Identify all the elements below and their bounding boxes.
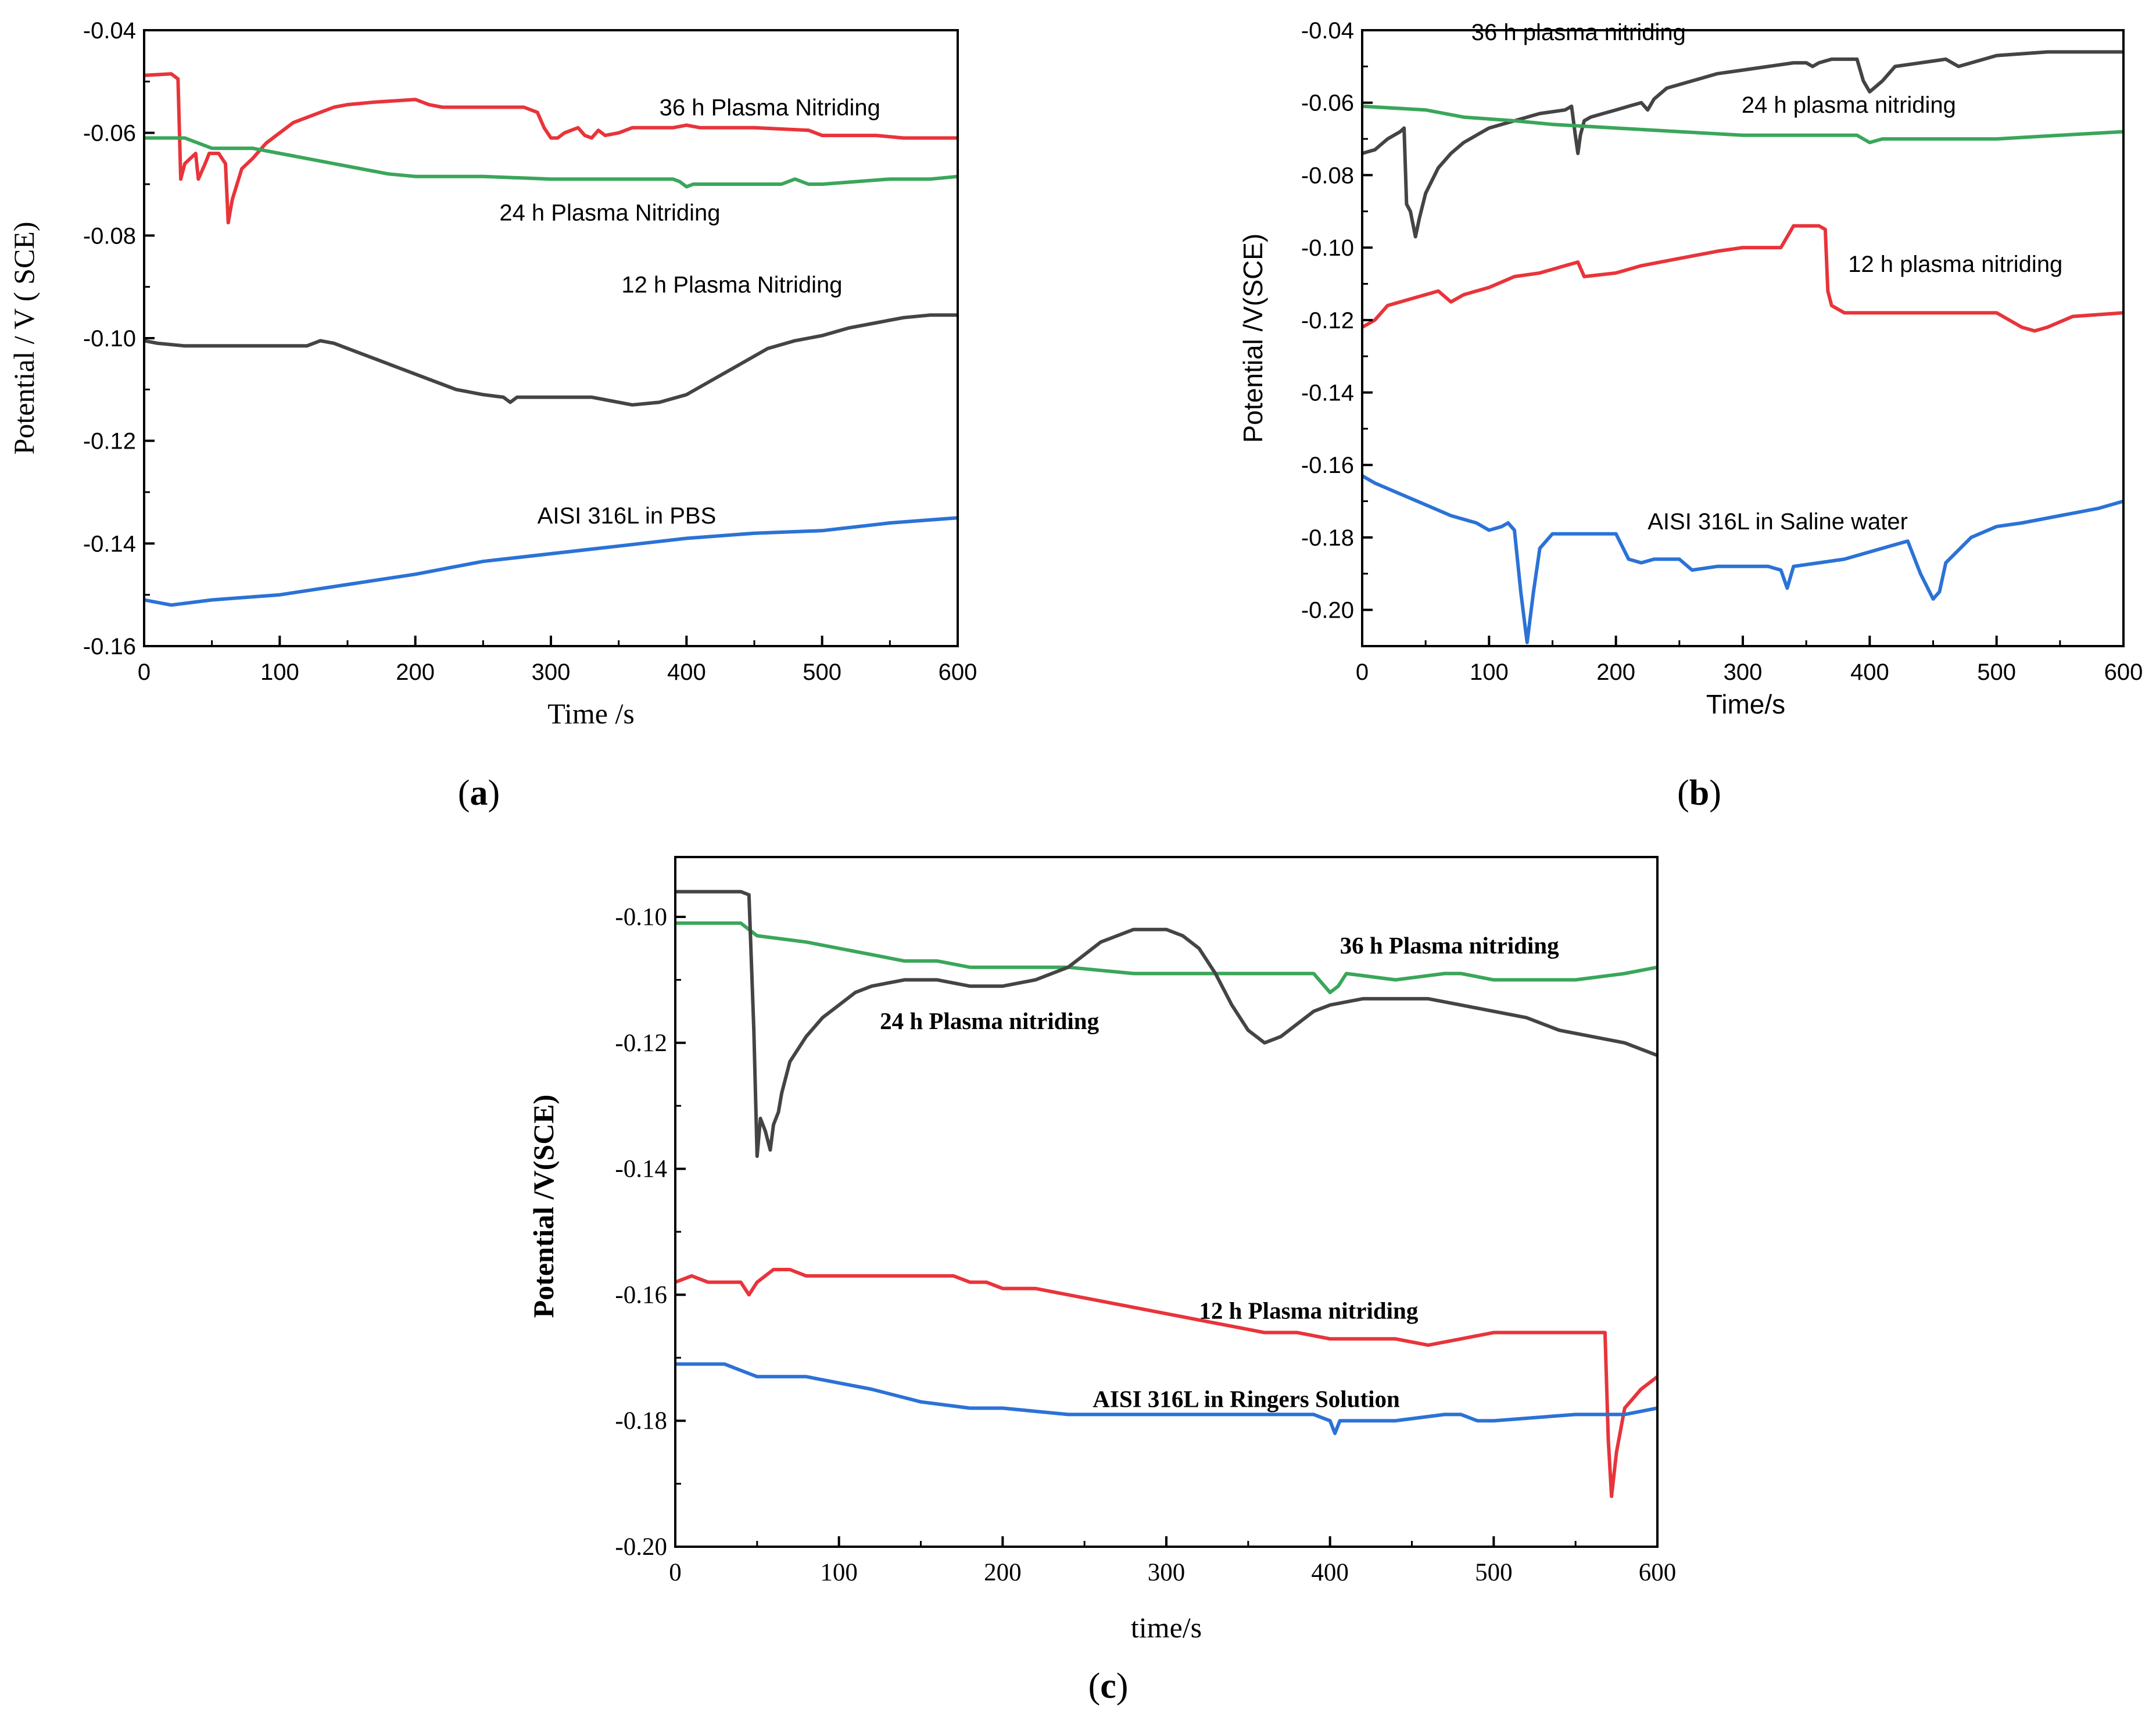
x-tick-label: 400 bbox=[1850, 659, 1889, 685]
y-tick-label: -0.04 bbox=[1301, 18, 1354, 44]
x-axis-title: Time/s bbox=[1706, 689, 1785, 719]
y-tick-label: -0.12 bbox=[1301, 308, 1354, 334]
x-tick-label: 300 bbox=[1148, 1559, 1186, 1586]
y-tick-label: -0.10 bbox=[1301, 235, 1354, 261]
x-tick-label: 600 bbox=[939, 659, 977, 685]
y-tick-label: -0.12 bbox=[615, 1030, 667, 1057]
panel-label-c: (c) bbox=[1088, 1666, 1129, 1706]
y-tick-label: -0.16 bbox=[1301, 453, 1354, 478]
plot-frame bbox=[674, 856, 1659, 1548]
x-tick-label: 400 bbox=[1311, 1559, 1349, 1586]
series-line-a-2 bbox=[144, 313, 958, 407]
series-annotation: AISI 316L in Ringers Solution bbox=[1093, 1385, 1400, 1412]
y-tick-label: -0.14 bbox=[1301, 381, 1354, 406]
chart-panel-b: 0 100 200 300 400 500 600 -0.20 -0.18 -0.16 -0.14 -… bbox=[1238, 18, 2143, 813]
x-axis-title: time/s bbox=[1131, 1611, 1202, 1644]
panel-label-a: (a) bbox=[458, 773, 500, 813]
y-tick-label: -0.08 bbox=[83, 223, 136, 249]
y-tick-label: -0.20 bbox=[1301, 598, 1354, 623]
y-axis-title: Potential / V ( SCE) bbox=[8, 222, 40, 455]
x-tick-label: 100 bbox=[820, 1559, 858, 1586]
x-tick-label: 0 bbox=[1356, 659, 1369, 685]
chart-panel-a: 0 100 200 300 400 500 600 -0.16 -0.14 -0.12 -0.10 -… bbox=[8, 18, 977, 813]
x-tick-label: 300 bbox=[1724, 659, 1763, 685]
series-line-c-2 bbox=[675, 1268, 1657, 1498]
series-line-c-3 bbox=[675, 1362, 1657, 1435]
series-annotation: 12 h Plasma nitriding bbox=[1199, 1297, 1419, 1324]
series-annotation: 36 h Plasma Nitriding bbox=[660, 95, 880, 121]
x-tick-label: 0 bbox=[138, 659, 151, 685]
y-tick-label: -0.16 bbox=[615, 1281, 667, 1308]
series-annotation: 24 h plasma nitriding bbox=[1742, 92, 1956, 118]
x-tick-label: 200 bbox=[1596, 659, 1635, 685]
y-tick-label: -0.12 bbox=[83, 429, 136, 454]
x-tick-label: 500 bbox=[1475, 1559, 1513, 1586]
series-annotation: 24 h Plasma Nitriding bbox=[499, 200, 720, 226]
y-axis-title: Potential /V(SCE) bbox=[527, 1095, 560, 1318]
y-axis-title: Potential /V(SCE) bbox=[1238, 234, 1268, 443]
y-tick-label: -0.14 bbox=[83, 531, 136, 557]
series-line-b-0 bbox=[1362, 50, 2123, 239]
y-tick-label: -0.08 bbox=[1301, 163, 1354, 188]
series-line-c-0 bbox=[675, 921, 1657, 995]
panel-letter: b bbox=[1689, 773, 1709, 813]
series-annotation: AISI 316L in PBS bbox=[538, 503, 717, 529]
x-tick-label: 600 bbox=[1639, 1559, 1677, 1586]
series-line-b-1 bbox=[1362, 104, 2123, 145]
y-tick-label: -0.06 bbox=[1301, 91, 1354, 116]
x-tick-label: 100 bbox=[260, 659, 299, 685]
plot-frame bbox=[1361, 29, 2125, 647]
x-tick-label: 100 bbox=[1470, 659, 1509, 685]
panel-letter: a bbox=[470, 773, 488, 813]
x-tick-label: 200 bbox=[396, 659, 435, 685]
x-tick-label: 500 bbox=[1977, 659, 2016, 685]
panel-label-b: (b) bbox=[1677, 773, 1721, 813]
x-tick-label: 0 bbox=[669, 1559, 682, 1586]
series-line-c-1 bbox=[675, 890, 1657, 1158]
chart-panel-c: 0 100 200 300 400 500 600 -0.20 -0.18 -0.16 -0.14 -… bbox=[527, 856, 1677, 1706]
series-annotation: 36 h Plasma nitriding bbox=[1340, 932, 1560, 959]
series-annotation: 24 h Plasma nitriding bbox=[880, 1008, 1100, 1034]
y-tick-label: -0.10 bbox=[83, 326, 136, 352]
x-axis-title: Time /s bbox=[547, 697, 635, 730]
x-tick-label: 500 bbox=[803, 659, 841, 685]
series-annotation: 36 h plasma nitriding bbox=[1471, 20, 1686, 45]
series-line-a-3 bbox=[144, 516, 958, 607]
y-tick-label: -0.16 bbox=[83, 634, 136, 659]
x-tick-label: 400 bbox=[667, 659, 706, 685]
series-annotation: 12 h Plasma Nitriding bbox=[621, 272, 842, 297]
y-tick-label: -0.04 bbox=[83, 18, 136, 44]
y-tick-label: -0.18 bbox=[1301, 525, 1354, 551]
x-tick-label: 300 bbox=[532, 659, 571, 685]
series-line-a-1 bbox=[144, 136, 958, 189]
x-tick-label: 200 bbox=[984, 1559, 1022, 1586]
x-tick-label: 600 bbox=[2104, 659, 2143, 685]
series-annotation: 12 h plasma nitriding bbox=[1848, 252, 2062, 277]
y-tick-label: -0.18 bbox=[615, 1407, 667, 1435]
series-annotation: AISI 316L in Saline water bbox=[1648, 509, 1908, 535]
series-line-a-0 bbox=[144, 72, 958, 225]
series-line-b-2 bbox=[1362, 224, 2123, 333]
series-line-b-3 bbox=[1362, 474, 2123, 644]
y-tick-label: -0.10 bbox=[615, 904, 667, 931]
y-tick-label: -0.06 bbox=[83, 121, 136, 146]
y-tick-label: -0.14 bbox=[615, 1156, 667, 1183]
panel-letter: c bbox=[1100, 1666, 1116, 1706]
y-tick-label: -0.20 bbox=[615, 1533, 667, 1561]
